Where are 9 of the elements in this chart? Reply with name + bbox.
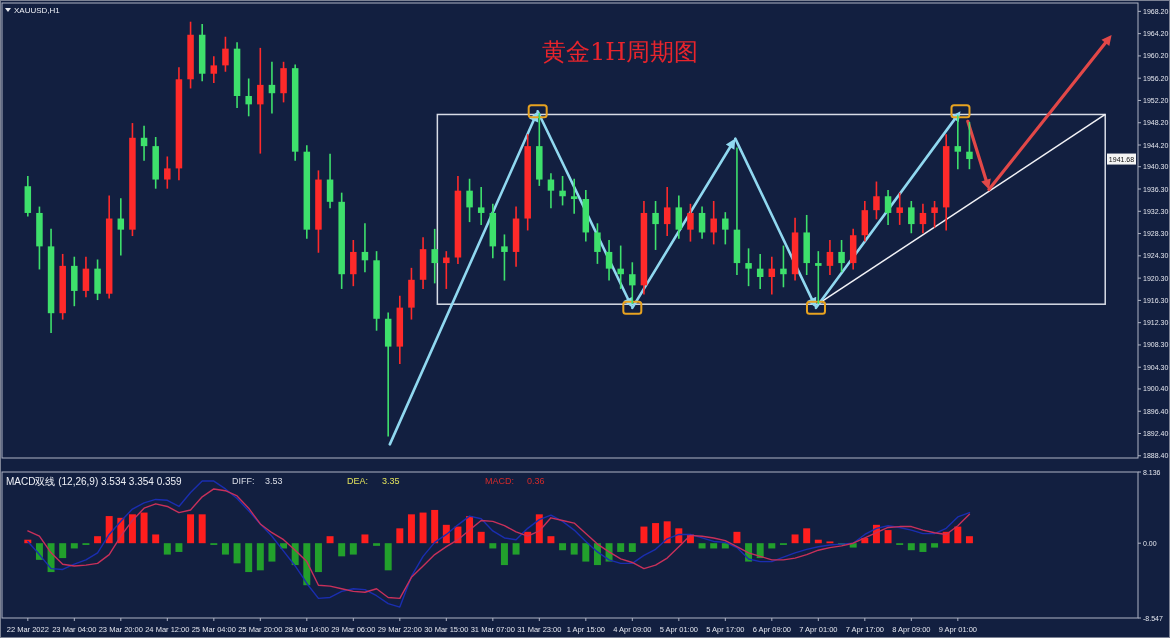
chart-subtitle: XAUUSD,H1 — [14, 6, 61, 15]
annotation: DIFF: — [232, 476, 255, 486]
annotation: 0.36 — [527, 476, 545, 486]
annotation: 3.35 — [382, 476, 400, 486]
chart-title: MACD双线 (12,26,9) 3.534 3.354 0.359 — [6, 476, 183, 487]
annotation: 3.53 — [265, 476, 283, 486]
annotation: DEA: — [347, 476, 369, 486]
text: 黄金1H周期图 — [541, 38, 699, 66]
annotation: MACD: — [485, 476, 514, 486]
